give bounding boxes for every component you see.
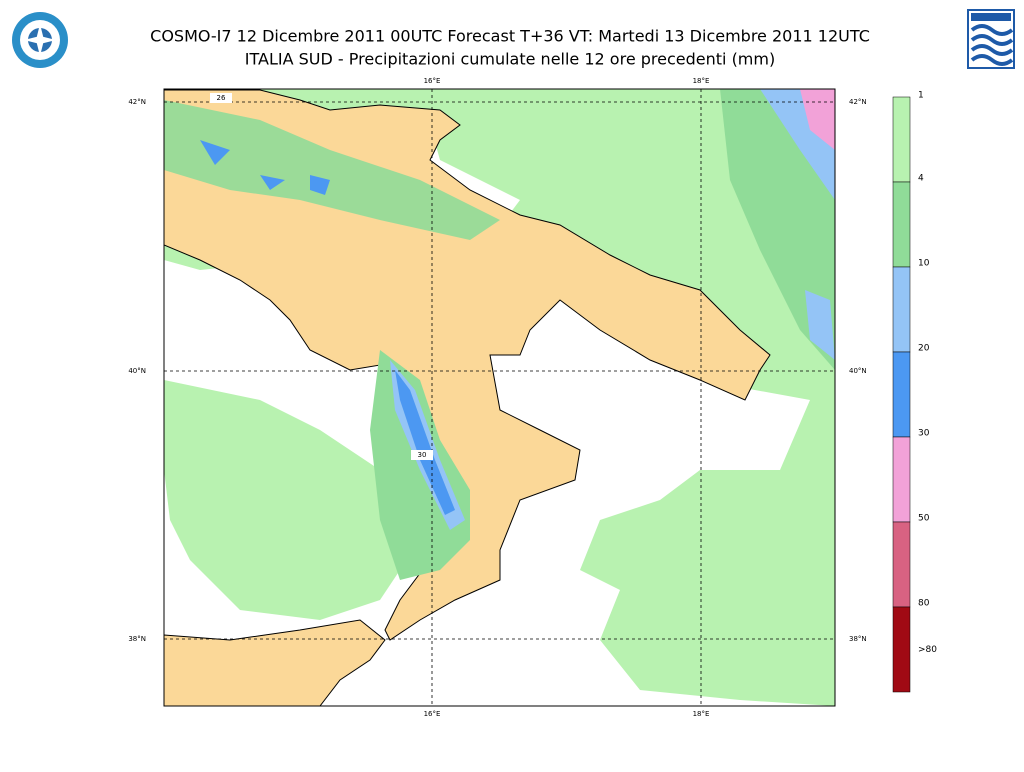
lon-label: 18°E [693,77,710,85]
legend-label: 50 [918,514,930,524]
lon-label: 16°E [424,77,441,85]
title: COSMO-I7 12 Dicembre 2011 00UTC Forecast… [150,27,870,46]
rain-area [164,100,500,240]
lat-label: 42°N [849,98,867,106]
lon-label: 16°E [424,710,441,718]
rain-area [800,89,835,150]
rain-area [805,290,835,360]
legend-swatch [892,181,911,268]
legend-label: 30 [918,429,930,439]
legend-swatch [892,96,911,183]
lat-label: 38°N [849,635,867,643]
lat-label: 38°N [128,635,146,643]
grid-lines [164,89,835,706]
legend-swatch [892,521,911,608]
contour-label: 30 [418,451,427,459]
legend-swatch [892,436,911,523]
contour-label-box [411,450,433,460]
contour-label-box [210,93,232,103]
logo-right [967,9,1015,69]
map-frame [163,88,836,707]
legend-label: 4 [918,174,924,184]
rain-area [395,370,455,515]
legend-swatch [892,266,911,353]
logo-left [12,12,68,68]
lat-label: 40°N [849,367,867,375]
legend-label: 80 [918,599,930,609]
rain-area [200,140,330,195]
map: 26 30 [164,89,835,706]
legend-swatch [892,351,911,438]
lat-label: 42°N [128,98,146,106]
subtitle: ITALIA SUD - Precipitazioni cumulate nel… [245,50,775,69]
legend-label: 10 [918,259,930,269]
contour-label: 26 [217,94,226,102]
legend-label: >80 [918,645,937,655]
lon-label: 18°E [693,710,710,718]
legend-label: 20 [918,344,930,354]
land [164,619,386,706]
legend-swatch [892,606,911,693]
lat-label: 40°N [128,367,146,375]
rain-area [164,380,420,620]
legend-label: 1 [918,91,924,101]
legend: 1 4 10 20 30 50 80 >80 [892,91,937,693]
